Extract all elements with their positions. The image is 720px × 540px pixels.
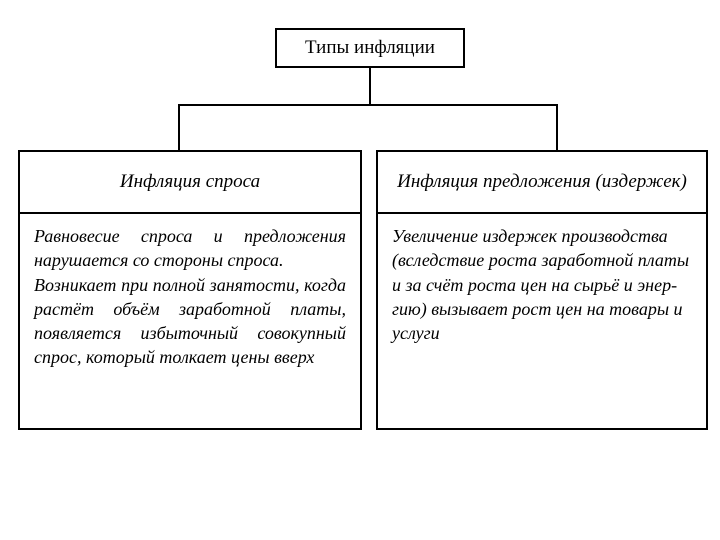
child-left-body: Равновесие спроса и предложе­ния нарушае… — [20, 214, 360, 380]
child-right-body-text: Увеличение издержек произ­водства (вслед… — [392, 224, 692, 345]
child-right-header-text: Инфляция предложения (издержек) — [397, 171, 687, 193]
connector-hbar — [178, 104, 558, 106]
connector-drop-l — [178, 104, 180, 150]
child-right-body: Увеличение издержек произ­водства (вслед… — [378, 214, 706, 355]
child-left-header-text: Инфляция спроса — [120, 171, 260, 193]
child-node-left: Инфляция спроса Равновесие спроса и пред… — [18, 150, 362, 430]
root-label: Типы инфляции — [305, 37, 435, 59]
child-left-header: Инфляция спроса — [20, 152, 360, 214]
connector-drop-r — [556, 104, 558, 150]
child-right-header: Инфляция предложения (издержек) — [378, 152, 706, 214]
root-node: Типы инфляции — [275, 28, 465, 68]
connector-stem — [369, 68, 371, 104]
child-node-right: Инфляция предложения (издержек) Увеличен… — [376, 150, 708, 430]
child-left-body-text: Равновесие спроса и предложе­ния нарушае… — [34, 224, 346, 370]
